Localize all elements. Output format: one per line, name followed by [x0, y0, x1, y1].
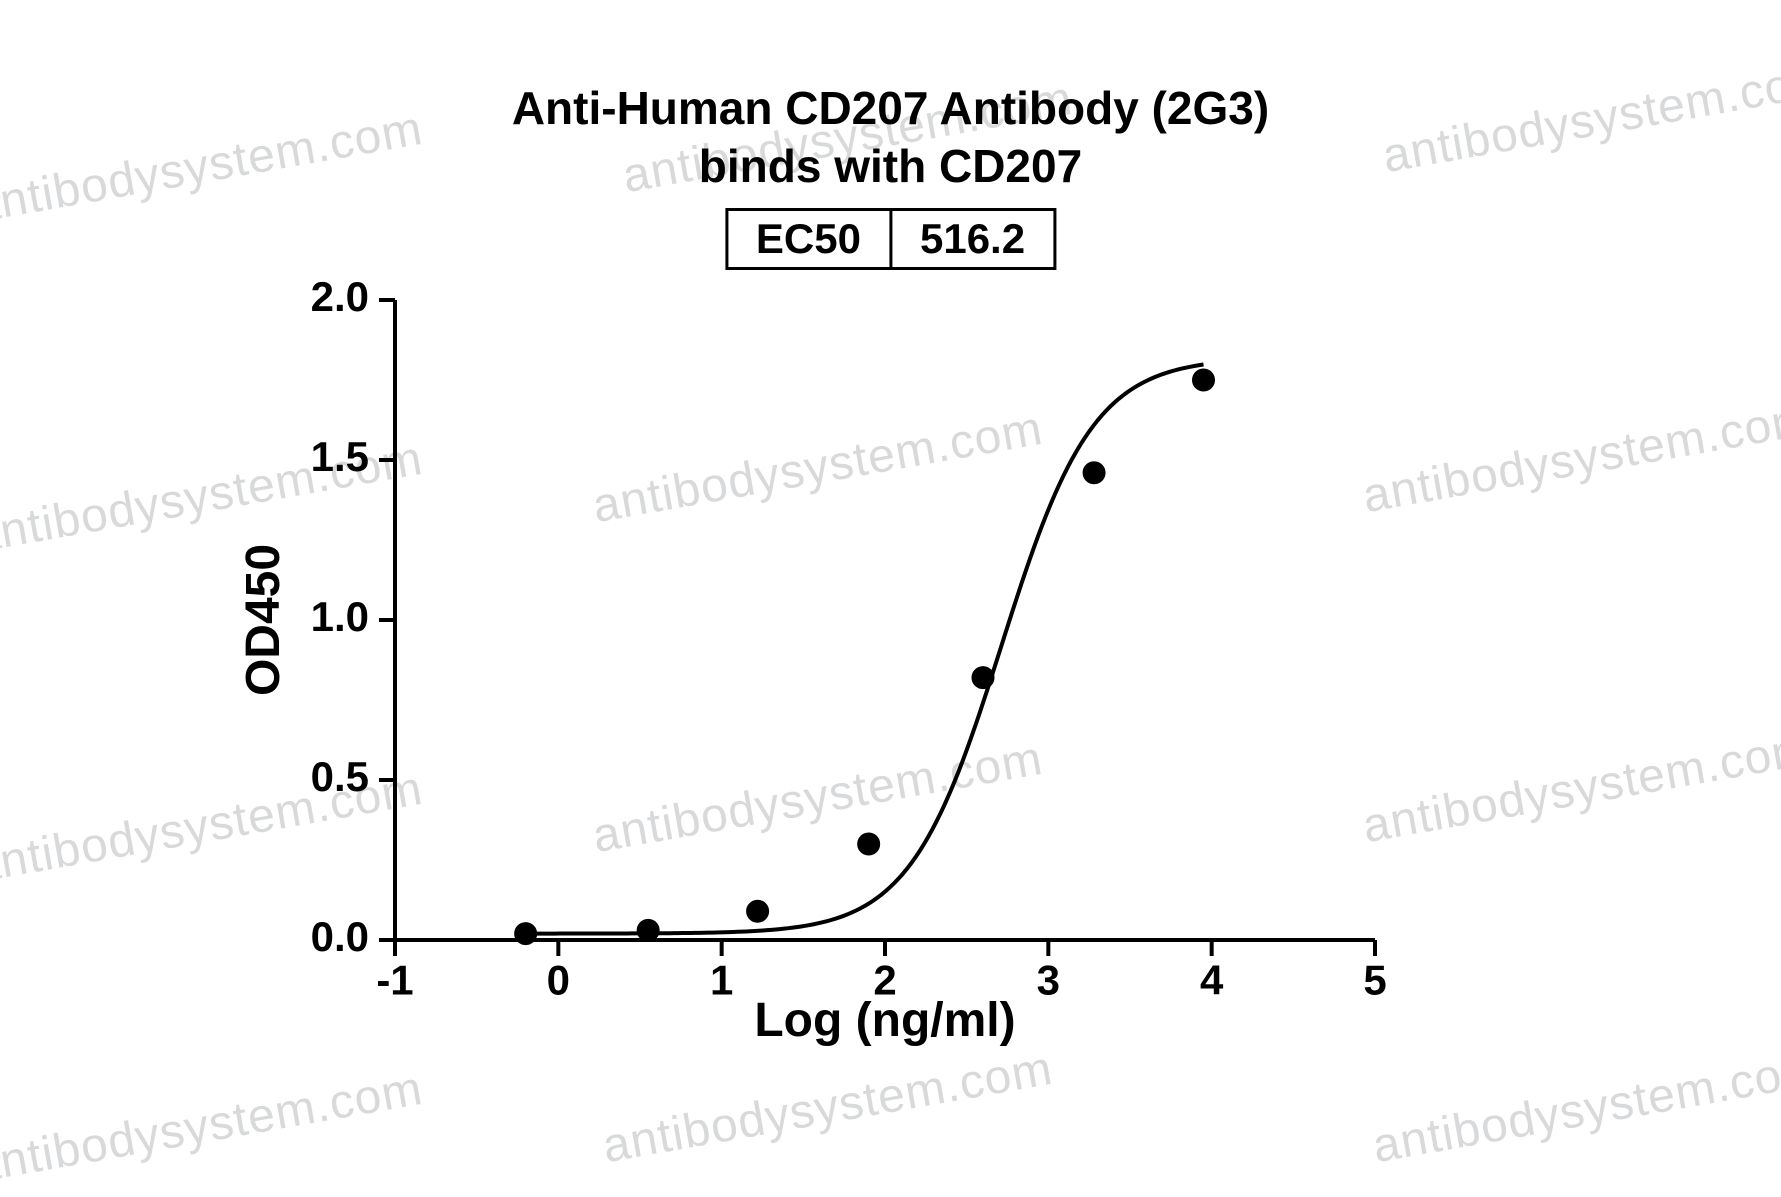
y-tick-label: 2.0	[311, 273, 369, 320]
x-tick-label: 5	[1363, 956, 1386, 1003]
data-point	[1193, 369, 1215, 391]
chart-title: Anti-Human CD207 Antibody (2G3) binds wi…	[0, 80, 1781, 195]
data-point	[858, 833, 880, 855]
ec50-box: EC50 516.2	[725, 208, 1056, 270]
y-tick-label: 0.0	[311, 913, 369, 960]
data-point	[637, 919, 659, 941]
title-line-2: binds with CD207	[0, 138, 1781, 196]
ec50-value: 516.2	[889, 211, 1053, 267]
chart-svg: 0.00.51.01.52.0-1012345OD450Log (ng/ml)	[275, 280, 1475, 1100]
title-line-1: Anti-Human CD207 Antibody (2G3)	[0, 80, 1781, 138]
data-point	[515, 923, 537, 945]
data-point	[1083, 462, 1105, 484]
y-tick-label: 1.5	[311, 433, 369, 480]
data-point	[747, 900, 769, 922]
y-tick-label: 1.0	[311, 593, 369, 640]
binding-curve-chart: 0.00.51.01.52.0-1012345OD450Log (ng/ml)	[275, 280, 1475, 1100]
x-tick-label: 0	[547, 956, 570, 1003]
y-tick-label: 0.5	[311, 753, 369, 800]
x-axis-title: Log (ng/ml)	[754, 994, 1015, 1047]
ec50-label: EC50	[728, 211, 889, 267]
y-axis-title: OD450	[237, 544, 290, 696]
x-tick-label: -1	[376, 956, 413, 1003]
x-tick-label: 3	[1037, 956, 1060, 1003]
data-point	[972, 667, 994, 689]
x-tick-label: 4	[1200, 956, 1224, 1003]
x-tick-label: 1	[710, 956, 733, 1003]
